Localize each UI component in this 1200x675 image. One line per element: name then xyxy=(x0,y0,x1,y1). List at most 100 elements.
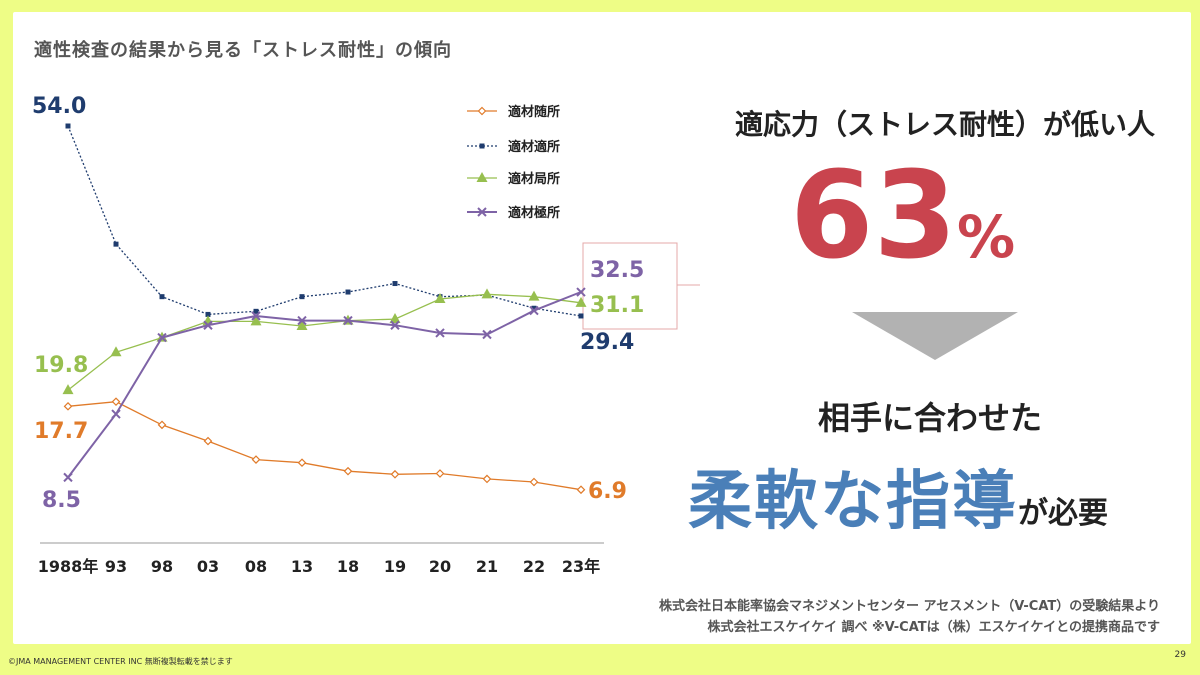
series-line xyxy=(67,401,582,491)
point-marker xyxy=(111,397,121,407)
series-lines xyxy=(62,123,587,495)
point-marker xyxy=(435,469,445,478)
point-marker xyxy=(482,474,492,484)
point-marker xyxy=(576,287,586,297)
last-value-label: 32.5 xyxy=(590,258,644,283)
point-marker xyxy=(251,311,261,321)
point-marker xyxy=(203,320,213,330)
x-tick-label: 21 xyxy=(476,557,498,576)
x-tick-label: 93 xyxy=(105,557,127,576)
point-marker xyxy=(250,315,262,326)
point-marker xyxy=(299,294,305,300)
first-value-label: 19.8 xyxy=(34,353,88,378)
point-marker xyxy=(63,401,73,411)
series-3 xyxy=(62,288,587,395)
point-marker xyxy=(435,328,445,338)
x-tick-label: 18 xyxy=(337,557,359,576)
x-tick-label: 20 xyxy=(429,557,451,576)
point-marker xyxy=(345,289,351,295)
point-marker xyxy=(481,288,493,299)
point-marker xyxy=(111,409,121,419)
big-number: 63 xyxy=(790,147,957,286)
legend-label: 適材局所 xyxy=(508,171,560,187)
big-stat: 63% xyxy=(790,152,1090,282)
x-tick-label: 03 xyxy=(197,557,219,576)
point-marker xyxy=(343,466,353,476)
point-marker xyxy=(203,436,213,446)
callout-connector xyxy=(582,242,700,330)
source-note: 株式会社日本能率協会マネジメントセンター アセスメント（V-CAT）の受験結果よ… xyxy=(659,596,1160,638)
message-strong: 柔軟な指導 xyxy=(688,465,1018,539)
point-marker xyxy=(482,329,492,340)
first-value-label: 8.5 xyxy=(42,488,81,513)
point-marker xyxy=(110,346,122,357)
legend-label: 適材随所 xyxy=(508,104,560,120)
x-tick-label: 98 xyxy=(151,557,173,576)
first-value-label: 17.7 xyxy=(34,419,88,444)
series-1 xyxy=(63,397,586,495)
point-marker xyxy=(113,241,119,247)
legend-label: 適材極所 xyxy=(508,205,560,221)
legend-item: 適材随所 xyxy=(467,104,560,120)
point-marker xyxy=(528,290,540,301)
point-marker xyxy=(529,305,539,316)
x-tick-label: 1988年 xyxy=(38,557,99,576)
last-value-label: 6.9 xyxy=(588,479,627,504)
point-marker xyxy=(529,477,539,487)
point-marker xyxy=(576,485,586,495)
x-tick-label: 19 xyxy=(384,557,406,576)
page-number: 29 xyxy=(1174,650,1186,660)
series-2 xyxy=(65,123,584,319)
line-chart: 1988年 93 98 03 08 13 18 19 20 21 22 23年 17.7 6.9 54.0… xyxy=(32,94,700,576)
point-marker xyxy=(343,315,353,326)
x-axis: 1988年 93 98 03 08 13 18 19 20 21 22 23年 xyxy=(38,542,604,576)
point-marker xyxy=(476,172,488,182)
callout-line xyxy=(677,284,700,286)
point-marker xyxy=(297,315,307,326)
message-line1: 相手に合わせた xyxy=(817,399,1042,437)
legend-item: 適材極所 xyxy=(467,205,560,221)
callout-box xyxy=(582,242,678,330)
point-marker xyxy=(477,207,487,217)
point-marker xyxy=(205,311,211,317)
point-marker xyxy=(434,292,446,303)
down-arrow-icon xyxy=(852,312,1018,360)
point-marker xyxy=(296,320,308,331)
point-marker xyxy=(157,332,167,343)
source-line1: 株式会社日本能率協会マネジメントセンター アセスメント（V-CAT）の受験結果よ… xyxy=(659,599,1160,614)
x-tick-label: 13 xyxy=(291,557,313,576)
headline: 適応力（ストレス耐性）が低い人 xyxy=(734,108,1155,141)
point-marker xyxy=(297,458,307,468)
legend-item: 適材適所 xyxy=(467,139,560,155)
last-value-label: 31.1 xyxy=(590,293,644,318)
point-marker xyxy=(531,305,537,311)
point-marker xyxy=(575,296,587,307)
big-unit: % xyxy=(957,203,1016,271)
series-4 xyxy=(63,287,586,483)
point-marker xyxy=(253,308,259,314)
point-marker xyxy=(479,143,485,149)
legend-item: 適材局所 xyxy=(467,171,560,187)
point-marker xyxy=(65,123,71,129)
first-value-label: 54.0 xyxy=(32,94,86,119)
point-marker xyxy=(63,472,73,483)
point-marker xyxy=(157,420,167,430)
message-line2: 柔軟な指導が必要 xyxy=(688,450,1188,542)
point-marker xyxy=(477,106,487,116)
last-value-label: 29.4 xyxy=(580,330,634,355)
data-labels: 17.7 6.9 54.0 29.4 19.8 31.1 8.5 32.5 xyxy=(32,94,644,513)
point-marker xyxy=(62,384,74,395)
point-marker xyxy=(390,320,400,330)
point-marker xyxy=(159,294,165,300)
point-marker xyxy=(251,455,261,464)
x-tick-label: 08 xyxy=(245,557,267,576)
message-rest: が必要 xyxy=(1018,496,1108,531)
x-tick-label: 23年 xyxy=(562,557,600,576)
slide-title: 適性検査の結果から見る「ストレス耐性」の傾向 xyxy=(34,40,452,61)
x-tick-label: 22 xyxy=(523,557,545,576)
point-marker xyxy=(392,281,398,287)
series-line xyxy=(67,291,582,479)
point-marker xyxy=(389,313,401,324)
copyright: ©JMA MANAGEMENT CENTER INC 無断複製転載を禁じます xyxy=(8,657,233,666)
